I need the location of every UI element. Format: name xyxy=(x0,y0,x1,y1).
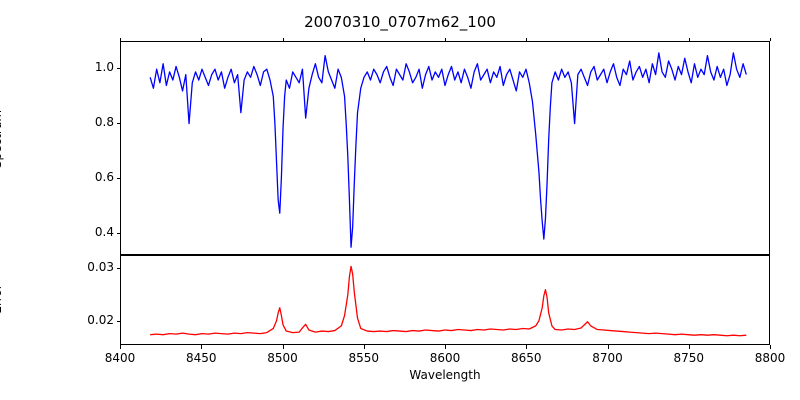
xtick-label: 8600 xyxy=(429,351,461,365)
x-axis-label: Wavelength xyxy=(409,368,481,382)
xtick-mark-top xyxy=(363,37,365,41)
xtick-label: 8750 xyxy=(673,351,705,365)
spectrum-panel xyxy=(120,41,770,255)
xtick-label: 8650 xyxy=(511,351,542,365)
xtick-mark xyxy=(363,345,365,349)
spectrum-ytick-label: 1.0 xyxy=(94,60,114,75)
xtick-label: 8400 xyxy=(104,351,136,365)
spectrum-ytick-label: 0.6 xyxy=(94,170,114,185)
xtick-label: 8450 xyxy=(186,351,217,365)
error-ytick-label: 0.03 xyxy=(87,260,114,275)
xtick-mark xyxy=(445,345,447,349)
xtick-label: 8550 xyxy=(348,351,380,365)
xtick-mark xyxy=(282,345,284,349)
xtick-mark-top xyxy=(120,37,122,41)
spectrum-ytick-mark xyxy=(116,178,120,180)
chart-title: 20070310_0707m62_100 xyxy=(304,13,496,31)
xtick-mark xyxy=(201,345,203,349)
xtick-label: 8800 xyxy=(754,351,786,365)
y-tick-labels: 0.4 0.6 0.8 1.0 0.02 0.03 xyxy=(0,0,114,400)
xtick-mark xyxy=(607,345,609,349)
xtick-label: 8500 xyxy=(267,351,298,365)
error-ytick-mark xyxy=(116,321,120,323)
xtick-mark-top xyxy=(201,37,203,41)
xtick-label: 8700 xyxy=(592,351,623,365)
error-line xyxy=(150,266,746,335)
y-axis-label-spectrum: Spectrum xyxy=(0,109,4,169)
spectrum-plot-area xyxy=(121,42,769,254)
xtick-mark-top xyxy=(770,37,772,41)
spectrum-ytick-mark xyxy=(116,233,120,235)
xtick-mark xyxy=(770,345,772,349)
xtick-mark-top xyxy=(445,37,447,41)
spectrum-ytick-mark xyxy=(116,68,120,70)
spectrum-ytick-label: 0.4 xyxy=(94,225,114,240)
xtick-mark-top xyxy=(607,37,609,41)
xtick-mark xyxy=(526,345,528,349)
error-plot-area xyxy=(121,256,769,344)
xtick-mark-top xyxy=(282,37,284,41)
error-panel xyxy=(120,255,770,345)
xtick-mark-top xyxy=(688,37,690,41)
spectrum-ytick-label: 0.8 xyxy=(94,115,114,130)
y-axis-label-error: Error xyxy=(0,284,4,314)
spectrum-line xyxy=(150,53,746,247)
xtick-mark-top xyxy=(526,37,528,41)
xtick-mark xyxy=(120,345,122,349)
error-ytick-mark xyxy=(116,268,120,270)
error-ytick-label: 0.02 xyxy=(87,313,114,328)
spectrum-ytick-mark xyxy=(116,123,120,125)
xtick-mark xyxy=(688,345,690,349)
